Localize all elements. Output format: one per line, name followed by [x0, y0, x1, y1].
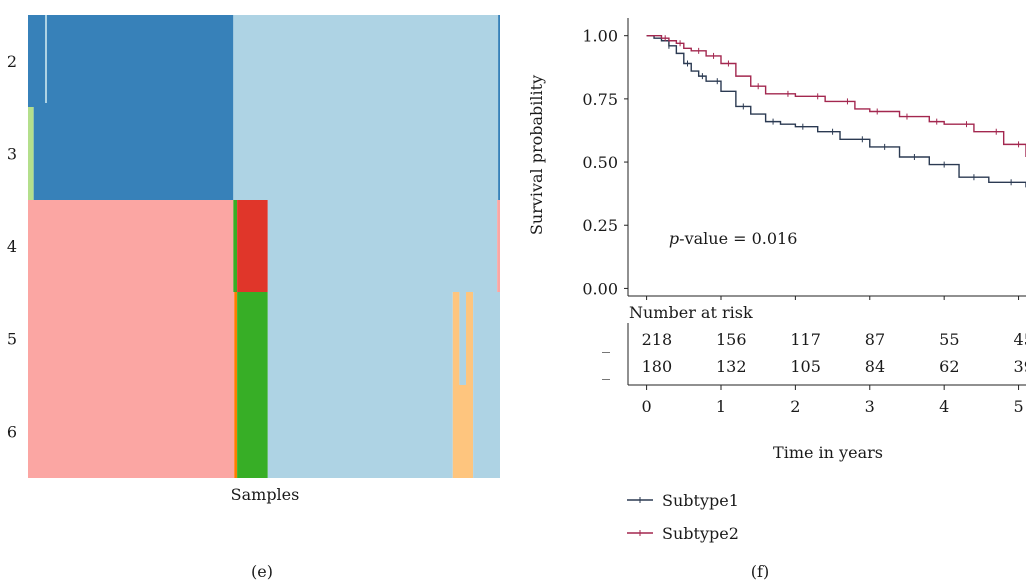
heatmap-cell-row2-0: [28, 15, 234, 107]
heatmap-row-label: 5: [7, 330, 17, 349]
risk-table: _ 218 156 117 87 55 45 _ 180 132 105 84 62 39: [602, 323, 1026, 386]
km-y-tick-label: 1.00: [582, 27, 618, 46]
heatmap-cell-row3-1: [33, 107, 234, 200]
heatmap-panel: 2 3 4 5 6 Samples (e): [7, 15, 500, 581]
p-value-text: -value = 0.016: [679, 229, 797, 248]
heatmap-row-label: 3: [7, 145, 17, 164]
km-x-tick-label: 1: [716, 397, 726, 416]
km-x-ticks: 0 1 2 3 4 5: [642, 385, 1024, 416]
km-y-ticks: 0.00 0.25 0.50 0.75 1.00: [582, 27, 628, 298]
heatmap-cell-row2-2: [498, 15, 500, 107]
risk-value: 39: [1014, 357, 1026, 376]
legend-entry-subtype1: Subtype1: [662, 491, 739, 510]
risk-value: 105: [790, 357, 821, 376]
heatmap-row-label: 4: [7, 237, 17, 256]
km-x-tick-label: 0: [642, 397, 652, 416]
km-y-tick-label: 0.25: [582, 216, 618, 235]
panel-f-label: (f): [751, 562, 769, 581]
km-x-tick-label: 3: [865, 397, 875, 416]
heatmap-cell-row6-4: [452, 385, 474, 478]
km-y-tick-label: 0.00: [582, 279, 618, 298]
heatmap-cell-row3-2: [233, 107, 499, 200]
km-legend: Subtype1 Subtype2: [627, 491, 739, 543]
risk-table-title: Number at risk: [629, 303, 753, 322]
km-curve-subtype1: [646, 34, 1026, 188]
heatmap-cell-row2-1: [233, 15, 499, 107]
heatmap-x-label: Samples: [231, 485, 300, 504]
risk-value: 117: [790, 330, 821, 349]
heatmap-cell-row4-4: [497, 200, 500, 292]
heatmap-cell-row4-3: [267, 200, 498, 292]
heatmap-cell-row5-5: [459, 292, 467, 385]
risk-value: 156: [716, 330, 747, 349]
km-curves: [646, 34, 1026, 188]
km-x-tick-label: 5: [1013, 397, 1023, 416]
risk-value: 180: [642, 357, 673, 376]
km-x-axis-label: Time in years: [773, 443, 883, 462]
heatmap-cell-row5-2: [237, 292, 268, 385]
heatmap-cell-row4-2: [237, 200, 268, 292]
heatmap-cell-row4-0: [28, 200, 234, 292]
heatmap-cell-row5-4: [452, 292, 460, 385]
risk-row-mark: _: [602, 334, 610, 353]
heatmap-cell-row6-5: [473, 385, 500, 478]
risk-value: 132: [716, 357, 747, 376]
p-value-italic: p: [669, 229, 679, 248]
km-x-tick-label: 2: [790, 397, 800, 416]
heatmap-cell-row5-0: [28, 292, 235, 385]
panel-e-label: (e): [251, 562, 273, 581]
heatmap-cell-row6-2: [237, 385, 268, 478]
heatmap-cell-row6-0: [28, 385, 235, 478]
risk-value: 84: [865, 357, 885, 376]
heatmap-cell-row3-3: [498, 107, 500, 200]
heatmap-cell-row5-1: [234, 292, 238, 385]
heatmap-streak: [45, 15, 47, 103]
heatmap-cell-row6-3: [267, 385, 453, 478]
heatmap-cell-row5-6: [466, 292, 474, 385]
km-axes: [627, 18, 1026, 300]
km-y-tick-label: 0.50: [582, 153, 618, 172]
risk-row-mark: _: [602, 361, 610, 380]
km-y-axis-label: Survival probability: [527, 75, 546, 235]
risk-value: 87: [865, 330, 885, 349]
heatmap-cell-row6-1: [234, 385, 238, 478]
heatmap-rows: [28, 15, 500, 478]
heatmap-cell-row3-0: [28, 107, 34, 200]
heatmap-row-labels: 2 3 4 5 6: [7, 52, 17, 442]
km-curve-subtype2: [646, 34, 1026, 157]
risk-value: 218: [642, 330, 673, 349]
km-x-tick-label: 4: [939, 397, 949, 416]
heatmap-cell-row5-7: [473, 292, 500, 385]
risk-value: 62: [939, 357, 959, 376]
risk-value: 45: [1014, 330, 1026, 349]
km-y-tick-label: 0.75: [582, 90, 618, 109]
heatmap-cell-row5-3: [267, 292, 453, 385]
heatmap-row-label: 2: [7, 52, 17, 71]
risk-value: 55: [939, 330, 959, 349]
heatmap-cell-row4-1: [233, 200, 238, 292]
legend-entry-subtype2: Subtype2: [662, 524, 739, 543]
km-panel: Survival probability 0.00 0.25 0.50 0.75 1.0…: [527, 18, 1026, 581]
heatmap-row-label: 6: [7, 423, 17, 442]
p-value-annotation: p-value = 0.016: [669, 229, 798, 248]
